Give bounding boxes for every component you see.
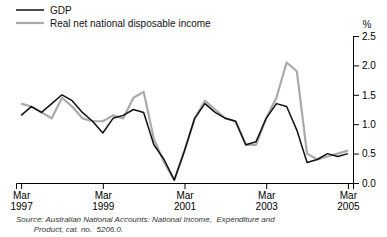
series-line xyxy=(21,95,348,180)
legend-label: Real net national disposable income xyxy=(50,18,211,29)
y-tick-label: 0.5 xyxy=(362,148,376,159)
y-label: % xyxy=(363,19,372,30)
legend-label: GDP xyxy=(50,5,72,16)
plot: Mar1997Mar1999Mar2001Mar2003Mar20050.00.… xyxy=(10,19,376,212)
x-tick-mark xyxy=(103,183,104,189)
y-tick: 1.5 xyxy=(353,90,376,101)
x-tick-label: Mar2005 xyxy=(337,190,360,212)
lines xyxy=(21,62,348,180)
y-tick: 2.0 xyxy=(353,60,376,71)
x-tick: Mar2003 xyxy=(256,183,279,212)
y-tick-label: 1.5 xyxy=(362,90,376,101)
x-tick: Mar1999 xyxy=(92,183,115,212)
x-axis-line xyxy=(17,184,354,190)
y-tick-mark xyxy=(353,36,359,37)
x-tick-label: Mar2001 xyxy=(174,190,197,212)
y-tick: 0.0 xyxy=(353,178,376,189)
x-tick-mark xyxy=(185,183,186,189)
y-tick-mark xyxy=(353,95,359,96)
x-tick: Mar2005 xyxy=(337,183,360,212)
y-axis: 0.0 0.5 1.0 1.5 2.0 2.5 xyxy=(353,31,376,189)
y-tick: 2.5 xyxy=(353,31,376,42)
y-tick-label: 0.0 xyxy=(362,178,376,189)
x-tick-mark xyxy=(348,183,349,189)
x-tick: Mar1997 xyxy=(10,183,33,212)
x-tick-label: Mar1999 xyxy=(92,190,115,212)
x-tick: Mar2001 xyxy=(174,183,197,212)
chart: Mar1997Mar1999Mar2001Mar2003Mar20050.00.… xyxy=(0,0,387,237)
x-axis: Mar1997 Mar1999 Mar2001 Mar2003 Mar2005 xyxy=(10,183,359,212)
x-tick-label: Mar1997 xyxy=(10,190,33,212)
y-axis-line xyxy=(354,37,360,184)
y-tick: 1.0 xyxy=(353,119,376,130)
y-tick-label: 1.0 xyxy=(362,119,376,130)
legend: GDP Real net national disposable income xyxy=(16,5,211,29)
series-line xyxy=(21,62,348,180)
y-tick: 0.5 xyxy=(353,148,376,159)
y-tick-label: 2.5 xyxy=(362,31,376,42)
y-tick-label: 2.0 xyxy=(362,60,376,71)
x-tick-mark xyxy=(266,183,267,189)
source-note: Source: Australian National Accounts: Na… xyxy=(16,215,275,224)
source-note: Product, cat. no. 5206.0. xyxy=(16,225,123,234)
y-tick-mark xyxy=(353,183,359,184)
legend-swatch xyxy=(16,9,44,11)
x-tick-label: Mar2003 xyxy=(256,190,279,212)
y-tick-mark xyxy=(353,154,359,155)
legend-swatch xyxy=(16,22,44,24)
y-tick-mark xyxy=(353,124,359,125)
x-tick-mark xyxy=(21,183,22,189)
y-tick-mark xyxy=(353,65,359,66)
